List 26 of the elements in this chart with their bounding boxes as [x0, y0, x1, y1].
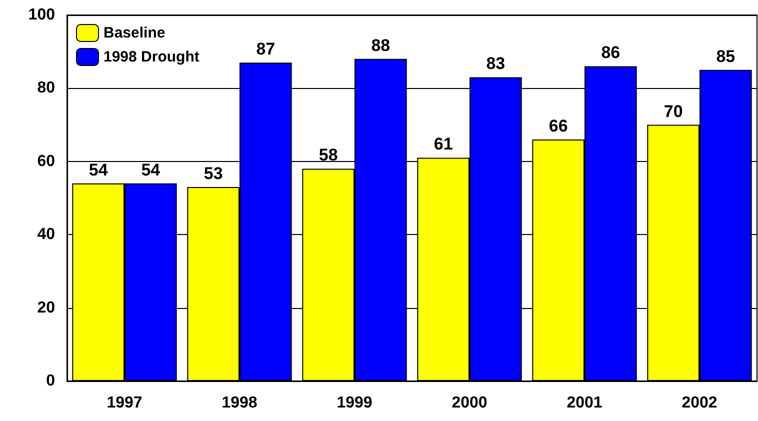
y-tick-label: 0: [46, 372, 56, 390]
x-tick-label: 1997: [106, 394, 142, 412]
y-tick-label: 60: [37, 152, 56, 170]
x-tick-label: 2002: [682, 394, 718, 412]
data-label: 58: [318, 146, 338, 165]
data-label: 87: [256, 40, 276, 59]
data-label: 61: [434, 134, 453, 154]
data-label: 88: [371, 36, 390, 55]
legend-label: Baseline: [104, 24, 166, 42]
x-tick-label: 2001: [566, 394, 602, 412]
data-label: 86: [601, 43, 620, 62]
data-label: 53: [204, 164, 223, 184]
data-label: 85: [716, 46, 736, 66]
y-tick-label: 40: [37, 226, 56, 244]
x-tick-label: 1998: [222, 394, 258, 412]
legend-label: 1998 Drought: [104, 48, 200, 66]
x-tick-label: 2000: [452, 394, 488, 412]
data-label: 83: [486, 54, 506, 74]
data-label: 54: [141, 160, 161, 180]
y-tick-label: 20: [37, 299, 56, 316]
y-tick-label: 100: [28, 6, 56, 24]
y-tick-label: 80: [37, 80, 56, 97]
data-label: 54: [88, 160, 108, 180]
x-tick-label: 1999: [336, 394, 372, 412]
data-label: 66: [548, 116, 568, 136]
data-label: 70: [664, 102, 683, 121]
